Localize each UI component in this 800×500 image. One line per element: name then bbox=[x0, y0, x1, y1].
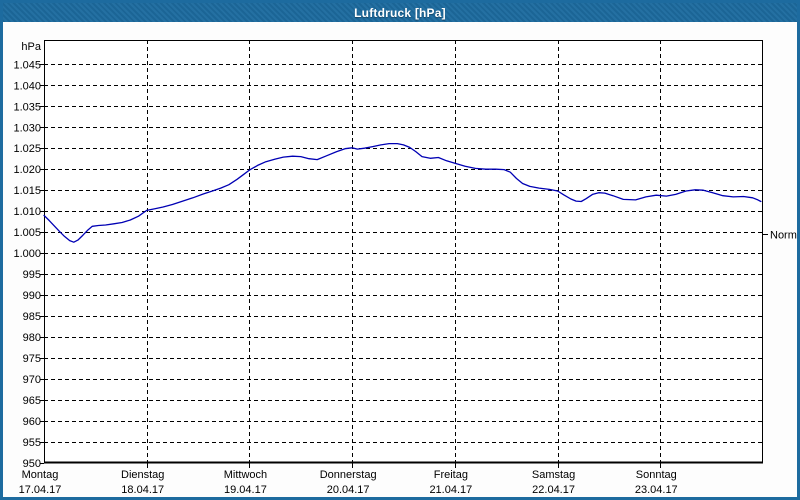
day-date-label: 17.04.17 bbox=[19, 484, 62, 496]
y-tick-label: 1.030 bbox=[13, 122, 41, 134]
y-tick-label: 995 bbox=[23, 269, 41, 281]
day-date-label: 20.04.17 bbox=[327, 484, 370, 496]
day-name-label: Donnerstag bbox=[320, 469, 377, 481]
y-tick-label: 990 bbox=[23, 290, 41, 302]
day-date-label: 22.04.17 bbox=[532, 484, 575, 496]
x-axis-ticks bbox=[147, 463, 661, 468]
y-tick-label: 1.010 bbox=[13, 206, 41, 218]
y-tick-label: 1.005 bbox=[13, 227, 41, 239]
normal-label: Normal bbox=[770, 229, 800, 241]
y-axis-unit-label: hPa bbox=[21, 41, 41, 53]
y-tick-label: 1.040 bbox=[13, 80, 41, 92]
pressure-chart: 1.045 1.040 1.035 1.030 1.025 1.020 1.015 1.010… bbox=[13, 40, 800, 496]
y-tick-label: 1.020 bbox=[13, 164, 41, 176]
y-tick-label: 1.035 bbox=[13, 101, 41, 113]
titlebar: Luftdruck [hPa] bbox=[3, 3, 797, 22]
day-date-label: 19.04.17 bbox=[224, 484, 267, 496]
day-name-label: Samstag bbox=[532, 469, 575, 481]
y-gridlines bbox=[44, 64, 763, 443]
y-tick-label: 950 bbox=[23, 458, 41, 470]
y-tick-label: 975 bbox=[23, 353, 41, 365]
x-gridlines bbox=[147, 40, 661, 463]
normal-marker: Normal bbox=[763, 229, 800, 241]
pressure-curve bbox=[43, 142, 762, 243]
window-title: Luftdruck [hPa] bbox=[354, 5, 446, 20]
y-axis-unit: hPa bbox=[21, 41, 41, 53]
y-tick-label: 955 bbox=[23, 437, 41, 449]
y-tick-label: 1.000 bbox=[13, 248, 41, 260]
day-date-label: 18.04.17 bbox=[121, 484, 164, 496]
y-tick-label: 1.025 bbox=[13, 143, 41, 155]
y-tick-label: 1.015 bbox=[13, 185, 41, 197]
y-tick-label: 1.045 bbox=[13, 59, 41, 71]
y-tick-label: 985 bbox=[23, 311, 41, 323]
day-name-label: Montag bbox=[22, 469, 59, 481]
day-name-label: Mittwoch bbox=[224, 469, 267, 481]
plot-border bbox=[44, 40, 763, 464]
x-day-labels: Montag 17.04.17 Dienstag 18.04.17 Mittwoch 19… bbox=[19, 469, 678, 496]
day-name-label: Dienstag bbox=[121, 469, 164, 481]
y-tick-label: 965 bbox=[23, 395, 41, 407]
y-tick-labels: 1.045 1.040 1.035 1.030 1.025 1.020 1.015 1.010… bbox=[13, 59, 41, 470]
day-date-label: 21.04.17 bbox=[429, 484, 472, 496]
day-date-label: 23.04.17 bbox=[635, 484, 678, 496]
y-tick-label: 960 bbox=[23, 416, 41, 428]
y-tick-label: 970 bbox=[23, 374, 41, 386]
plot-area bbox=[44, 40, 763, 463]
y-tick-label: 980 bbox=[23, 332, 41, 344]
day-name-label: Freitag bbox=[434, 469, 468, 481]
day-name-label: Sonntag bbox=[636, 469, 677, 481]
y-axis-ticks bbox=[40, 64, 44, 464]
